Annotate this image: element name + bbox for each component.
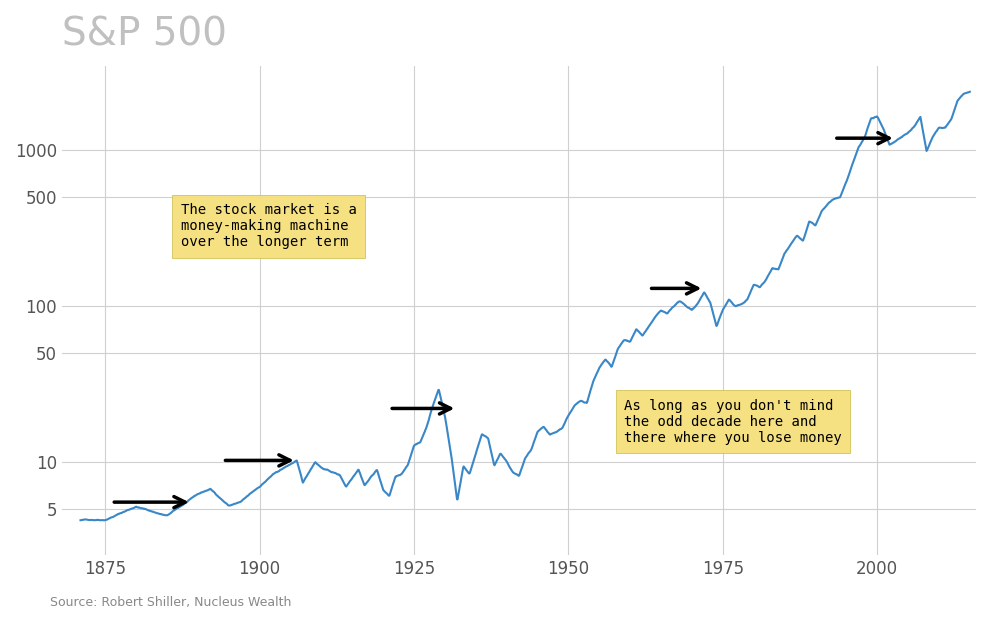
- Text: The stock market is a
money-making machine
over the longer term: The stock market is a money-making machi…: [180, 203, 357, 249]
- Text: Source: Robert Shiller, Nucleus Wealth: Source: Robert Shiller, Nucleus Wealth: [50, 596, 291, 609]
- Text: As long as you don't mind
the odd decade here and
there where you lose money: As long as you don't mind the odd decade…: [624, 399, 842, 445]
- Text: S&P 500: S&P 500: [62, 15, 227, 53]
